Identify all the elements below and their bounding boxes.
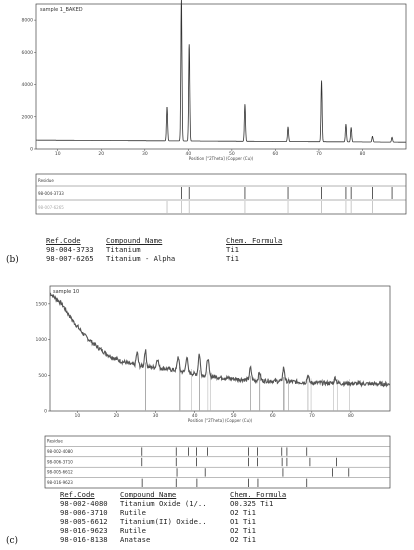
- panel-b-reference-table: Ref.Code Compound Name Chem. Formula 98-…: [46, 236, 316, 263]
- table-header-row: Ref.Code Compound Name Chem. Formula: [60, 490, 287, 499]
- strip-row-label: 98-006-3710: [47, 459, 73, 464]
- x-tick-label: 30: [142, 151, 148, 157]
- panel-label-c: (c): [6, 536, 19, 546]
- y-tick-label: 8000: [22, 18, 34, 24]
- y-tick-label: 2000: [22, 114, 34, 120]
- table-header-row: Ref.Code Compound Name Chem. Formula: [46, 236, 283, 245]
- panel-b-plot: sample 1_BAKED 8000 6000 4000 2000 0 10 20 30 4…: [22, 0, 407, 161]
- panel-label-b: (b): [6, 255, 19, 265]
- y-tick-label: 500: [38, 373, 47, 379]
- strip-label-ref2: 98-007-6265: [38, 205, 64, 210]
- y-tick-label: 0: [44, 409, 47, 415]
- table-row: 98-005-6612 Titanium(II) Oxide.. O1 Ti1: [60, 517, 256, 526]
- strip-label-ref1: 98-004-3733: [38, 191, 64, 196]
- y-tick-label: 1000: [36, 337, 48, 343]
- diffraction-pattern: [36, 0, 406, 143]
- sample-name: sample 10: [53, 289, 79, 295]
- x-tick-label: 20: [114, 413, 120, 419]
- table-row: 98-004-3733 Titanium Ti1: [46, 245, 239, 254]
- x-tick-label: 20: [98, 151, 104, 157]
- strip-row-label: 98-016-9623: [47, 480, 73, 485]
- x-tick-label: 70: [316, 151, 322, 157]
- table-row: 98-016-9623 Rutile O2 Ti1: [60, 526, 256, 535]
- sample-name: sample 1_BAKED: [40, 7, 83, 13]
- strip-row-label: Residue: [47, 439, 63, 444]
- table-row: 98-007-6265 Titanium - Alpha Ti1: [46, 254, 239, 263]
- panel-c: sample 10 1500 1000 500 0 10 20 30 40 50 60 70 80 …: [0, 278, 414, 550]
- table-row: 98-002-4080 Titanium Oxide (1/.. O0.325 …: [60, 499, 274, 508]
- strip-row-label: 98-002-4080: [47, 449, 73, 454]
- x-tick-label: 70: [309, 413, 315, 419]
- x-tick-label: 40: [192, 413, 198, 419]
- x-tick-label: 80: [348, 413, 354, 419]
- x-tick-label: 10: [74, 413, 80, 419]
- y-tick-label: 1500: [36, 301, 48, 307]
- panel-b-reference-strip: Residue 98-004-3733 98-007-6265: [35, 173, 407, 215]
- diffraction-pattern: [49, 292, 391, 388]
- plot-frame: [35, 3, 407, 150]
- x-tick-label: 60: [270, 413, 276, 419]
- panel-b: sample 1_BAKED 8000 6000 4000 2000 0 10 20 30 4…: [0, 0, 414, 270]
- x-axis-label: Position [°2Theta] (Copper (Cu)): [189, 156, 254, 161]
- table-row: 98-006-3710 Rutile O2 Ti1: [60, 508, 256, 517]
- y-tick-label: 6000: [22, 50, 34, 56]
- strip-row-label: 98-005-6612: [47, 470, 73, 475]
- x-tick-label: 10: [55, 151, 61, 157]
- x-tick-label: 50: [231, 413, 237, 419]
- x-tick-label: 40: [185, 151, 191, 157]
- x-tick-label: 80: [360, 151, 366, 157]
- x-tick-label: 60: [273, 151, 279, 157]
- x-tick-label: 50: [229, 151, 235, 157]
- y-tick-label: 0: [30, 147, 33, 153]
- panel-c-reference-table: Ref.Code Compound Name Chem. Formula 98-…: [60, 490, 320, 544]
- table-row: 98-016-8138 Anatase O2 Ti1: [60, 535, 256, 544]
- strip-label-residue: Residue: [38, 178, 54, 183]
- panel-c-reference-strip: Residue 98-002-4080 98-006-3710 98-005-6612…: [44, 435, 391, 489]
- x-tick-label: 30: [153, 413, 159, 419]
- x-axis-label: Position [°2Theta] (Copper (Cu)): [188, 418, 253, 423]
- y-tick-label: 4000: [22, 82, 34, 88]
